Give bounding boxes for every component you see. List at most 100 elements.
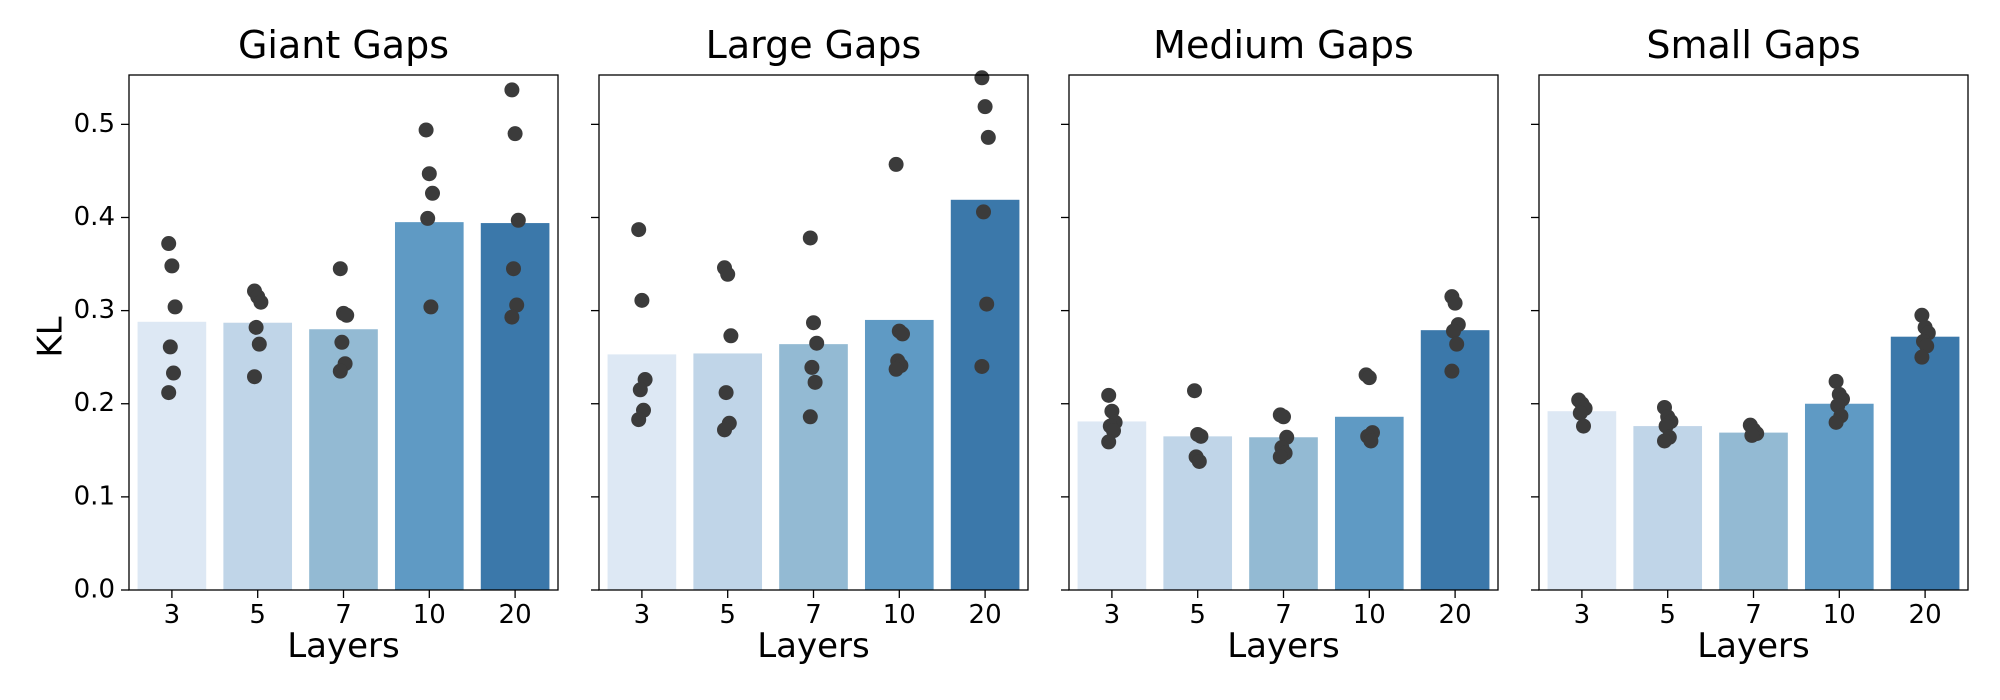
data-point (504, 82, 520, 98)
panel-title: Small Gaps (1646, 23, 1860, 67)
data-point (162, 339, 178, 355)
bar (1633, 426, 1703, 590)
x-tick-label: 3 (164, 600, 181, 630)
x-tick-label: 7 (1275, 600, 1292, 630)
data-point (507, 126, 523, 142)
data-point (1363, 433, 1379, 449)
data-point (167, 299, 183, 315)
data-point (1914, 349, 1930, 365)
y-tick-label: 0.3 (74, 295, 115, 325)
data-point (1276, 409, 1291, 425)
bar (1077, 421, 1147, 590)
x-axis-label: Layers (287, 626, 400, 666)
data-point (1101, 434, 1117, 450)
bar (950, 199, 1020, 591)
y-axis-label: KL (31, 316, 71, 357)
data-point (976, 204, 991, 220)
x-tick-label: 20 (1909, 600, 1942, 630)
x-tick-label: 10 (413, 600, 446, 630)
data-point (1657, 433, 1672, 449)
data-point (510, 212, 526, 228)
data-point (248, 319, 264, 335)
data-point (1828, 373, 1844, 389)
data-point (806, 315, 821, 331)
data-point (506, 261, 521, 277)
data-point (166, 365, 181, 381)
bar (1719, 432, 1788, 590)
x-tick-label: 10 (1823, 600, 1856, 630)
data-point (1444, 363, 1460, 379)
y-tick-label: 0.5 (74, 109, 115, 139)
data-point (1914, 307, 1930, 323)
bar (223, 322, 293, 590)
data-point (339, 307, 355, 323)
data-point (1272, 449, 1288, 465)
panel-title: Giant Gaps (238, 23, 449, 67)
y-tick-label: 0.2 (74, 388, 115, 418)
data-point (1447, 295, 1463, 311)
data-point (720, 266, 736, 282)
chart-panel: 3 5 7 10 20 Layers Large Gaps (591, 23, 1029, 666)
x-tick-label: 5 (1659, 600, 1676, 630)
data-point (332, 261, 348, 277)
bar (1890, 336, 1960, 590)
data-point (1576, 418, 1591, 434)
data-point (1191, 453, 1207, 469)
data-point (977, 99, 993, 115)
data-point (802, 409, 818, 425)
data-point (802, 230, 818, 246)
data-point (974, 70, 990, 86)
y-tick-label: 0.1 (74, 481, 115, 511)
data-point (888, 156, 904, 172)
data-point (974, 358, 990, 374)
x-tick-label: 5 (1189, 600, 1206, 630)
x-axis-label: Layers (757, 626, 870, 666)
bar (137, 321, 207, 590)
x-tick-label: 10 (1353, 600, 1386, 630)
data-point (1193, 428, 1209, 444)
x-tick-label: 5 (249, 600, 266, 630)
x-tick-label: 7 (1745, 600, 1762, 630)
y-tick-label: 0.4 (74, 202, 115, 232)
x-tick-label: 5 (719, 600, 736, 630)
data-point (251, 336, 267, 352)
bar (480, 223, 550, 590)
bar (394, 222, 464, 590)
data-point (425, 185, 440, 201)
y-tick-label: 0.0 (74, 575, 115, 605)
data-point (332, 363, 348, 379)
data-point (1744, 427, 1760, 443)
chart-panel: 3 5 7 10 20 Layers Small Gaps (1531, 23, 1969, 666)
data-point (807, 374, 823, 390)
bar (1547, 411, 1617, 590)
data-point (1449, 336, 1465, 352)
data-point (1361, 370, 1377, 386)
data-point (1446, 323, 1461, 339)
data-point (421, 166, 437, 182)
data-point (1106, 423, 1121, 439)
data-point (247, 369, 262, 385)
chart-panel: 0.0 0.1 0.2 0.3 0.4 0.5 3 5 7 10 20 Layers Giant Gap… (74, 23, 559, 666)
data-point (253, 294, 269, 310)
data-point (1187, 383, 1202, 399)
data-point (164, 258, 180, 274)
x-tick-label: 7 (335, 600, 352, 630)
data-point (718, 385, 734, 401)
data-point (161, 236, 177, 252)
x-tick-label: 20 (969, 600, 1002, 630)
x-axis-label: Layers (1227, 626, 1340, 666)
data-point (804, 359, 820, 375)
chart-panel: 3 5 7 10 20 Layers Medium Gaps (1061, 23, 1499, 666)
data-point (632, 382, 648, 398)
data-point (1101, 387, 1117, 403)
data-point (1572, 405, 1588, 421)
data-point (888, 361, 904, 377)
data-point (420, 210, 436, 226)
panel-title: Medium Gaps (1153, 23, 1414, 67)
x-tick-label: 20 (1439, 600, 1472, 630)
data-point (418, 122, 434, 138)
x-axis-label: Layers (1697, 626, 1810, 666)
x-tick-label: 20 (499, 600, 532, 630)
x-tick-label: 7 (805, 600, 822, 630)
